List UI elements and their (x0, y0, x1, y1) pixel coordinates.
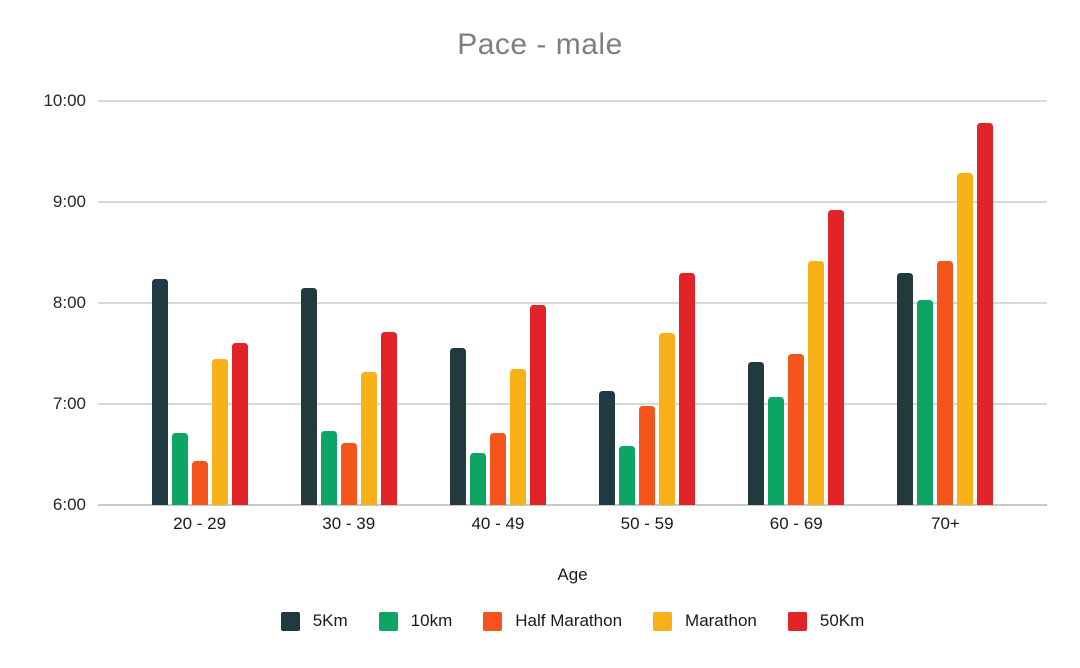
gridline-10-00 (98, 100, 1047, 102)
bar-5km-30-39 (300, 287, 317, 505)
bar-marathon-70- (957, 173, 974, 505)
legend-swatch-icon-10km (378, 611, 398, 631)
bar-10km-50-59 (619, 446, 636, 505)
bar-50km-40-49 (529, 304, 546, 505)
legend-item-50km: 50Km (787, 611, 865, 631)
bar-5km-20-29 (151, 279, 168, 505)
bar-10km-20-29 (171, 432, 188, 505)
y-tick-label-6-00: 6:00 (52, 495, 86, 514)
legend-item-marathon: Marathon (653, 611, 757, 631)
gridline-7-00 (98, 403, 1047, 405)
gridline-6-00 (98, 504, 1047, 506)
x-category-label-40-49: 40 - 49 (471, 514, 525, 533)
x-category-label-30-39: 30 - 39 (322, 514, 376, 533)
legend-swatch-icon-5km (280, 611, 300, 631)
legend-item-half-marathon: Half Marathon (483, 611, 622, 631)
y-tick-label-9-00: 9:00 (52, 192, 86, 211)
bar-group-50-59 (573, 101, 722, 505)
legend-swatch-icon-marathon (653, 611, 673, 631)
bar-group-60-69 (722, 101, 871, 505)
y-tick-label-8-00: 8:00 (52, 293, 86, 312)
y-tick-label-10-00: 10:00 (43, 91, 86, 110)
legend-swatch-icon-50km (787, 611, 807, 631)
bar-marathon-40-49 (509, 368, 526, 505)
legend-item-5km: 5Km (280, 611, 348, 631)
x-category-label-60-69: 60 - 69 (769, 514, 823, 533)
bar-group-70- (871, 101, 1020, 505)
legend-label-5km: 5Km (312, 611, 348, 630)
bar-50km-70- (977, 122, 994, 505)
bar-10km-70- (917, 299, 934, 505)
legend-label-half-marathon: Half Marathon (515, 611, 623, 630)
bar-5km-60-69 (748, 361, 765, 505)
legend-item-10km: 10km (378, 611, 453, 631)
legend-label-10km: 10km (410, 611, 453, 630)
bar-50km-30-39 (380, 331, 397, 505)
x-axis-category-labels: 20 - 29 30 - 39 40 - 49 50 - 59 60 - 69 70+ (98, 514, 1047, 534)
legend: 5Km 10km Half Marathon Marathon 50Km (98, 611, 1047, 631)
bar-50km-60-69 (828, 210, 845, 505)
bar-half-marathon-50-59 (639, 405, 656, 505)
bar-5km-40-49 (449, 348, 466, 505)
bar-10km-30-39 (320, 430, 337, 505)
bar-group-20-29 (125, 101, 274, 505)
bar-half-marathon-60-69 (788, 353, 805, 505)
bar-half-marathon-40-49 (489, 432, 506, 505)
legend-swatch-icon-half-marathon (483, 611, 503, 631)
bar-5km-50-59 (599, 390, 616, 505)
bar-half-marathon-30-39 (340, 442, 357, 505)
x-category-label-50-59: 50 - 59 (620, 514, 674, 533)
plot-area: 10:00 9:00 8:00 7:00 6:00 20 - 29 30 - 39 40 -… (43, 91, 1047, 631)
bar-10km-40-49 (469, 452, 486, 505)
bar-marathon-20-29 (211, 358, 228, 505)
bar-half-marathon-20-29 (191, 461, 208, 505)
x-category-label-70-: 70+ (931, 514, 960, 533)
bar-50km-50-59 (679, 272, 696, 505)
bar-marathon-60-69 (808, 260, 825, 505)
y-tick-label-7-00: 7:00 (52, 394, 86, 413)
bar-10km-60-69 (768, 397, 785, 505)
gridline-8-00 (98, 302, 1047, 304)
x-axis-title: Age (557, 565, 588, 584)
bar-marathon-50-59 (659, 333, 676, 505)
legend-label-marathon: Marathon (685, 611, 757, 630)
bar-5km-70- (897, 272, 914, 505)
gridline-9-00 (98, 201, 1047, 203)
chart-title: Pace - male (457, 28, 623, 61)
bar-half-marathon-70- (937, 260, 954, 505)
bar-groups (98, 101, 1047, 505)
bar-group-40-49 (423, 101, 572, 505)
x-category-label-20-29: 20 - 29 (173, 514, 227, 533)
bar-group-30-39 (274, 101, 423, 505)
legend-label-50km: 50Km (819, 611, 865, 630)
bar-marathon-30-39 (360, 372, 377, 505)
bar-50km-20-29 (231, 343, 248, 505)
